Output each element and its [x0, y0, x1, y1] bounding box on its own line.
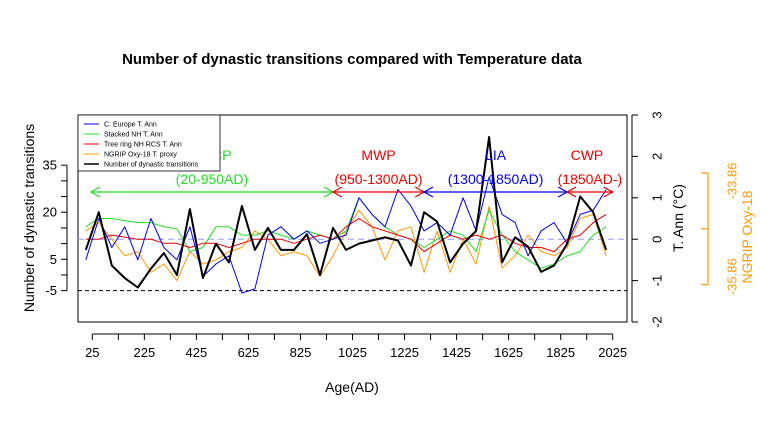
- y-axis-left-label: Number of dynastic transitions: [21, 124, 37, 312]
- y-left-tick-label: -5: [45, 283, 57, 298]
- x-tick-label: 625: [238, 345, 260, 360]
- y-right-tick-label: 1: [650, 194, 665, 201]
- y-axis-right-label: T. Ann (°C): [670, 184, 686, 252]
- y-left-tick-label: 20: [43, 205, 57, 220]
- series-dynastic-transitions: [84, 136, 608, 289]
- period-range-lia: (1300-1850AD): [448, 171, 544, 187]
- plot-area: [77, 114, 628, 323]
- legend-entry-europe: C. Europe T. Ann: [104, 122, 157, 129]
- y-ngrip-tick-label: -35.86: [725, 258, 740, 295]
- legend-entry-treering: Tree ring NH RCS T. Ann: [104, 142, 182, 149]
- series-stacked-nh: [85, 197, 607, 269]
- x-tick-label: 225: [133, 345, 155, 360]
- x-tick-label: 425: [186, 345, 208, 360]
- legend-entry-dynastic: Number of dynastic transitions: [104, 162, 199, 169]
- y-right-tick-label: -1: [650, 275, 665, 287]
- period-range-cwp: (1850AD-): [558, 171, 623, 187]
- x-tick-label: 1625: [494, 345, 523, 360]
- y-left-tick-label: 5: [50, 252, 57, 267]
- y-axis-ngrip-label: NGRIP Oxy-18: [739, 190, 755, 283]
- legend: C. Europe T. Ann Stacked NH T. Ann Tree …: [77, 114, 221, 172]
- series-tree-ring: [85, 213, 607, 253]
- x-axis-label: Age(AD): [325, 379, 379, 395]
- period-arrowhead-left: [89, 186, 101, 198]
- x-tick-label: 1025: [338, 345, 367, 360]
- legend-entry-ngrip: NGRIP Oxy-18 T. proxy: [104, 152, 177, 159]
- x-tick-label: 1825: [546, 345, 575, 360]
- period-arrowhead-left: [422, 186, 434, 198]
- reference-lines: [78, 238, 627, 292]
- legend-box: [77, 114, 221, 172]
- period-name-mwp: MWP: [361, 147, 395, 163]
- period-name-cwp: CWP: [571, 147, 604, 163]
- period-arrowhead-right: [603, 186, 614, 198]
- y-right-tick-label: 2: [650, 153, 665, 160]
- period-range-mwp: (950-1300AD): [335, 171, 423, 187]
- x-tick-label: 1425: [442, 345, 471, 360]
- x-tick-label: 25: [85, 345, 99, 360]
- period-arrowhead-left: [565, 186, 577, 198]
- y-right-tick-label: -2: [650, 316, 665, 328]
- period-name-lia: LIA: [485, 147, 507, 163]
- x-tick-label: 1225: [390, 345, 419, 360]
- y-right-tick-label: 0: [650, 236, 665, 243]
- series-c-europe: [85, 176, 607, 294]
- chart-title: Number of dynastic transitions compared …: [122, 51, 582, 68]
- axes: 25 225 425 625 825 1025 1225 1425 1625 1825 2025-5…: [43, 111, 740, 360]
- y-left-tick-label: 35: [43, 158, 57, 173]
- legend-entry-stacked: Stacked NH T. Ann: [104, 132, 163, 139]
- period-arrowhead-left: [331, 186, 343, 198]
- x-tick-label: 2025: [598, 345, 627, 360]
- x-tick-label: 825: [290, 345, 312, 360]
- y-ngrip-tick-label: -33.86: [725, 163, 740, 200]
- series-layer: [84, 136, 608, 294]
- period-range-dacp: (20-950AD): [176, 171, 248, 187]
- y-right-tick-label: 3: [650, 111, 665, 118]
